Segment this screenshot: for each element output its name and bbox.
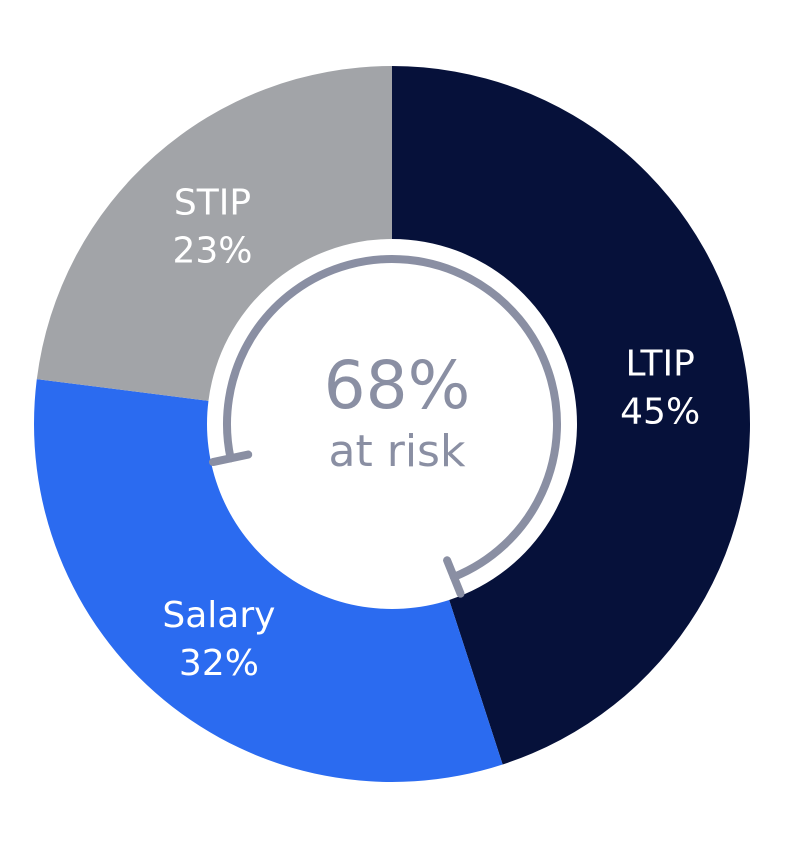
slice-label-salary: Salary [162, 595, 275, 636]
at-risk-arrow-cap-end [443, 556, 465, 598]
center-caption: at risk [329, 426, 466, 477]
slice-value-stip: 23% [172, 230, 252, 271]
center-value: 68% [324, 347, 471, 424]
slice-stip [36, 66, 392, 401]
slice-label-ltip: LTIP [625, 344, 694, 385]
slice-salary [34, 379, 503, 782]
at-risk-arrow-cap-start [208, 450, 253, 467]
at-risk-arrow-arc [223, 255, 561, 581]
slice-value-salary: 32% [179, 643, 259, 684]
slice-value-ltip: 45% [620, 392, 700, 433]
slice-labels: LTIP 45% Salary 32% STIP 23% [162, 182, 700, 684]
donut-slices [34, 66, 750, 782]
slice-label-stip: STIP [174, 182, 251, 223]
slice-ltip [392, 66, 750, 765]
